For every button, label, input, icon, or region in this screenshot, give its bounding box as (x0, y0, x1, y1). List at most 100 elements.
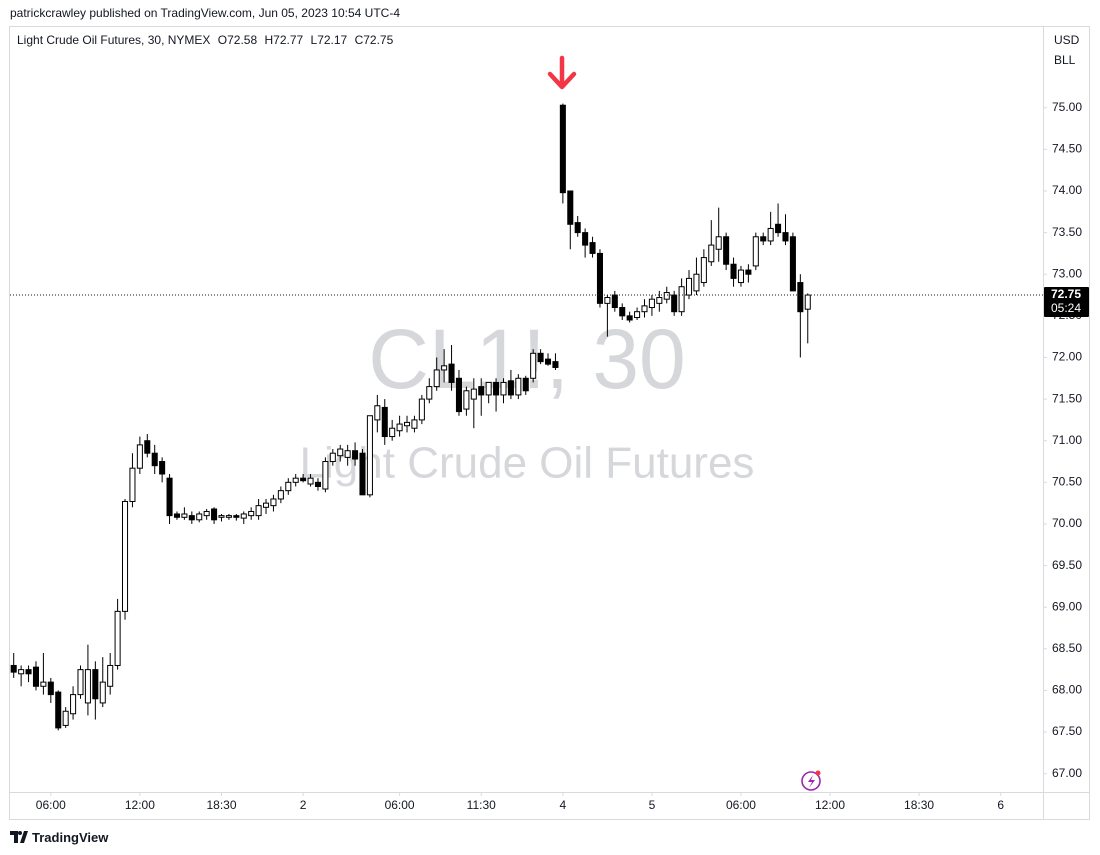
candle-body (381, 406, 388, 438)
candle-body (248, 510, 255, 517)
x-tick-label: 6 (997, 798, 1004, 812)
brand: TradingView (32, 830, 109, 845)
x-tick-label: 2 (300, 798, 307, 812)
x-tick-label: 4 (560, 798, 567, 812)
candle-body (634, 311, 641, 319)
candle-body (485, 381, 492, 396)
countdown: 05:24 (1051, 301, 1081, 315)
x-tick-label: 06:00 (36, 798, 66, 812)
candle-body (270, 498, 277, 507)
candle-body (433, 369, 440, 388)
candle-body (403, 421, 411, 427)
candle-body (715, 236, 722, 250)
candle-body (589, 242, 596, 254)
legend: Light Crude Oil Futures, 30, NYMEX O72.5… (17, 33, 397, 47)
candle-body (789, 236, 796, 292)
candle-body (25, 669, 32, 675)
candle-body (411, 419, 418, 429)
candle-body (752, 236, 759, 267)
candle-body (559, 104, 566, 194)
plot (10, 103, 811, 731)
y-tick-label: 73.00 (1052, 266, 1082, 280)
x-tick-label: 06:00 (385, 798, 415, 812)
x-tick-label: 18:30 (206, 798, 236, 812)
candle-body (507, 380, 514, 396)
candle-body (151, 452, 158, 467)
candle-body (596, 252, 603, 304)
candle-body (211, 508, 218, 521)
candle-body (32, 666, 39, 687)
x-tick-label: 5 (649, 798, 656, 812)
candle-body (641, 305, 648, 313)
candle-body (448, 363, 455, 383)
unit: BLL (1054, 53, 1076, 67)
candle-body (389, 427, 396, 438)
candle-body (426, 386, 433, 400)
last-price-label: 72.75 (1051, 287, 1081, 301)
candle-body (181, 513, 188, 518)
candle-body (693, 273, 700, 292)
candle-body (730, 263, 737, 279)
currency: USD (1054, 33, 1080, 47)
candle-body (396, 423, 403, 432)
candle-body (604, 297, 611, 304)
y-tick-label: 70.00 (1052, 516, 1082, 530)
y-tick-label: 67.50 (1052, 724, 1082, 738)
x-tick-label: 12:00 (125, 798, 155, 812)
watermark-ticker: CL1!, 30 (368, 312, 686, 406)
candle-body (173, 513, 180, 518)
candle-body (782, 232, 789, 242)
candle-body (196, 513, 203, 521)
flash-icon (801, 770, 821, 791)
y-tick-label: 67.00 (1052, 766, 1082, 780)
candle-body (99, 681, 106, 704)
candle-body (122, 500, 129, 612)
candle-body (515, 377, 522, 396)
candle-body (322, 461, 329, 490)
candle-body (574, 222, 581, 234)
candle-body (775, 223, 782, 234)
y-tick-label: 68.50 (1052, 641, 1082, 655)
candle-body (567, 190, 574, 225)
symbol: Light Crude Oil Futures, 30, NYMEX (17, 33, 211, 47)
candle-body (522, 377, 529, 392)
candle-body (225, 515, 232, 518)
y-tick-label: 74.00 (1052, 183, 1082, 197)
candle-body (582, 232, 589, 246)
candle-body (255, 505, 262, 517)
candle-body (92, 669, 99, 700)
y-tick-label: 71.50 (1052, 391, 1082, 405)
y-tick-label: 70.50 (1052, 475, 1082, 489)
candle-body (329, 452, 336, 463)
candle-body (530, 352, 537, 379)
candle-body (77, 669, 84, 696)
y-tick-label: 75.00 (1052, 100, 1082, 114)
y-tick-label: 68.00 (1052, 683, 1082, 697)
close: C72.75 (354, 33, 394, 47)
candle-body (10, 664, 17, 673)
candle-body (18, 669, 25, 675)
low: L72.17 (310, 33, 348, 47)
candle-body (463, 390, 470, 410)
published-by: patrickcrawley published on TradingView.… (10, 6, 400, 20)
x-tick-label: 12:00 (815, 798, 845, 812)
candle-body (344, 450, 351, 458)
candle-body (47, 681, 54, 696)
candle-body (723, 236, 730, 265)
candle-body (62, 710, 69, 726)
candle-body (307, 477, 314, 485)
candle-body (263, 502, 270, 508)
y-tick-label: 69.00 (1052, 599, 1082, 613)
candle-body (144, 440, 151, 454)
y-tick-label: 72.00 (1052, 350, 1082, 364)
candle-body (700, 257, 707, 284)
candle-body (678, 286, 685, 313)
candle-body (159, 461, 166, 475)
candle-body (544, 358, 552, 365)
candle-body (285, 481, 292, 492)
candle-body (277, 490, 284, 500)
candle-body (70, 694, 77, 715)
candle-body (745, 269, 752, 275)
